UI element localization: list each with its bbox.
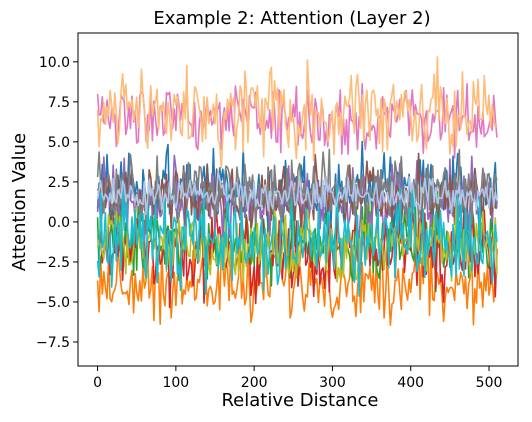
series-layer bbox=[96, 56, 498, 326]
x-axis-label: Relative Distance bbox=[221, 390, 378, 411]
plot-frame bbox=[77, 32, 519, 367]
x-tick-label: 300 bbox=[319, 375, 346, 391]
chart-title: Example 2: Attention (Layer 2) bbox=[153, 8, 430, 29]
y-tick-label: 2.5 bbox=[48, 175, 70, 191]
y-tick-label: −2.5 bbox=[36, 255, 70, 271]
series-line-11 bbox=[96, 56, 498, 169]
y-axis-label: Attention Value bbox=[9, 133, 30, 271]
y-tick-label: 0.0 bbox=[48, 215, 70, 231]
x-tick-label: 100 bbox=[162, 375, 189, 391]
series-line-10 bbox=[96, 182, 498, 297]
x-tick-label: 500 bbox=[476, 375, 503, 391]
series-line-12 bbox=[96, 170, 498, 216]
y-tick-label: −7.5 bbox=[36, 335, 70, 351]
x-tick-label: 0 bbox=[93, 375, 102, 391]
y-tick-label: −5.0 bbox=[36, 295, 70, 311]
x-tick-label: 200 bbox=[241, 375, 268, 391]
series-line-7 bbox=[96, 82, 498, 159]
x-tick-label: 400 bbox=[397, 375, 424, 391]
y-tick-label: 10.0 bbox=[39, 55, 70, 71]
y-tick-label: 7.5 bbox=[48, 95, 70, 111]
y-tick-label: 5.0 bbox=[48, 135, 70, 151]
axes-layer: 0 100 200 300 400 500 −7.5 −5.0 −2.5 0.0 2.5 5.0 7.5… bbox=[36, 32, 519, 391]
